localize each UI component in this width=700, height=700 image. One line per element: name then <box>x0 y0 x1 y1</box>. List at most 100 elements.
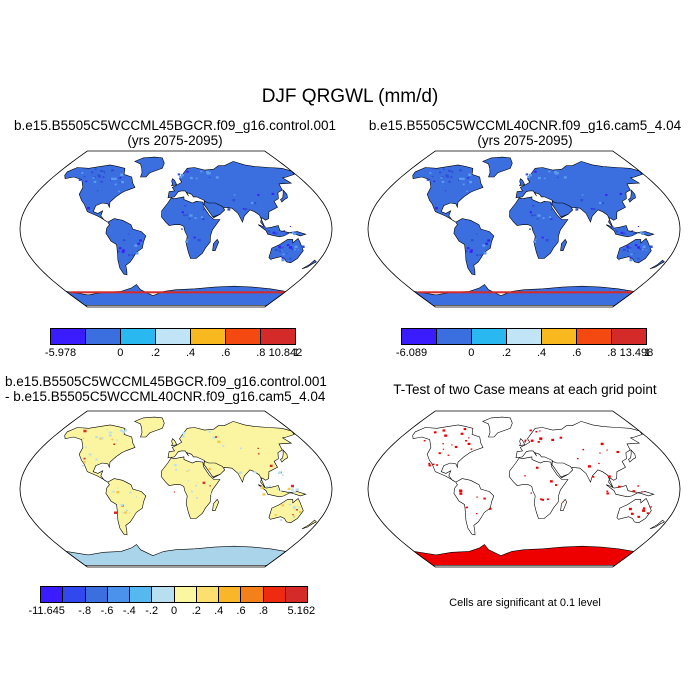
grid-cell <box>284 233 288 236</box>
land-africa <box>509 456 569 519</box>
grid-cell <box>293 248 296 251</box>
grid-cell <box>615 230 619 233</box>
grid-cell <box>530 492 532 494</box>
grid-cell <box>548 170 551 173</box>
grid-cell <box>120 177 122 178</box>
grid-cell <box>200 291 205 294</box>
grid-cell <box>559 291 564 294</box>
grid-cell <box>438 452 441 455</box>
grid-cell <box>202 209 205 211</box>
land-australia <box>268 238 304 264</box>
grid-cell <box>112 490 115 493</box>
grid-cell <box>468 177 470 178</box>
grid-cell <box>206 172 209 175</box>
land-arabia <box>203 460 226 478</box>
grid-cell <box>83 167 86 170</box>
grid-cell <box>77 291 82 294</box>
grid-cell <box>102 176 105 178</box>
grid-cell <box>516 291 521 294</box>
grid-cell <box>566 291 571 294</box>
grid-cell <box>135 252 139 255</box>
grid-cell <box>110 179 112 181</box>
grid-cell <box>585 291 589 294</box>
grid-cell <box>211 291 216 294</box>
land-north-america <box>64 164 136 223</box>
colorbar-bottom-left <box>40 586 308 603</box>
grid-cell <box>114 183 117 186</box>
grid-cell <box>95 458 98 461</box>
land-arabia <box>551 460 574 478</box>
grid-cell <box>538 176 541 180</box>
grid-cell <box>269 464 273 467</box>
grid-cell <box>177 173 181 176</box>
grid-cell <box>100 169 103 172</box>
colorbar-tick-label: -.2 <box>145 605 159 617</box>
grid-cell <box>598 462 600 465</box>
grid-cell <box>543 177 546 180</box>
grid-cell <box>87 207 90 210</box>
grid-cell <box>443 291 448 294</box>
grid-cell <box>556 291 560 294</box>
land-indonesia <box>606 484 655 498</box>
grid-cell <box>242 208 245 210</box>
land-japan <box>628 189 636 203</box>
grid-cell <box>554 171 557 174</box>
grid-cell <box>465 291 470 294</box>
grid-cell <box>459 489 463 493</box>
grid-cell <box>212 436 216 439</box>
grid-cell <box>606 449 608 451</box>
grid-cell <box>466 190 468 193</box>
grid-cell <box>146 291 151 294</box>
grid-cell <box>641 248 644 251</box>
grid-cell <box>108 434 112 437</box>
grid-cell <box>281 504 285 507</box>
grid-cell <box>472 291 477 294</box>
grid-cell <box>423 440 426 442</box>
colorbar-tick-label: .2 <box>191 605 201 617</box>
grid-cell <box>128 512 131 514</box>
grid-cell <box>527 175 531 179</box>
grid-cell <box>233 291 238 294</box>
grid-cell <box>97 174 100 176</box>
grid-cell <box>632 233 636 236</box>
grid-cell <box>445 175 449 178</box>
colorbar-tick-label: .8 <box>258 605 268 617</box>
grid-cell <box>125 509 128 512</box>
grid-cell <box>273 291 278 294</box>
grid-cell <box>539 430 541 432</box>
grid-cell <box>106 291 111 294</box>
grid-cell <box>271 192 275 195</box>
grid-cell <box>606 492 609 495</box>
grid-cell <box>128 233 130 235</box>
grid-cell <box>637 226 639 227</box>
grid-cell <box>447 454 450 456</box>
colorbar-tick-label: .6 <box>236 605 246 617</box>
grid-cell <box>92 291 96 294</box>
grid-cell <box>433 431 437 434</box>
grid-cell <box>119 182 121 184</box>
grid-cell <box>535 466 539 469</box>
grid-cell <box>563 291 568 294</box>
grid-cell <box>599 291 604 294</box>
colorbar-swatch <box>174 587 197 602</box>
grid-cell <box>179 291 183 294</box>
grid-cell <box>121 291 125 294</box>
grid-cell <box>114 511 118 514</box>
colorbar-tick-label: .4 <box>214 605 224 617</box>
grid-cell <box>70 291 75 294</box>
grid-cell <box>247 291 252 294</box>
grid-cell <box>106 429 108 431</box>
grid-cell <box>467 442 471 445</box>
land-japan <box>628 449 636 463</box>
grid-cell <box>531 214 534 217</box>
colorbar-swatch <box>51 329 86 344</box>
grid-cell <box>95 291 100 294</box>
grid-cell <box>182 435 185 438</box>
grid-cell <box>530 439 534 442</box>
grid-cell <box>575 208 579 211</box>
grid-cell <box>202 481 206 484</box>
grid-cell <box>122 430 126 433</box>
grid-cell <box>263 226 266 229</box>
colorbar-tick-label: -6.089 <box>395 347 428 359</box>
panel-bl-title-line1: b.e15.B5505C5WCCML45BGCR.f09_g16.control… <box>5 374 327 389</box>
